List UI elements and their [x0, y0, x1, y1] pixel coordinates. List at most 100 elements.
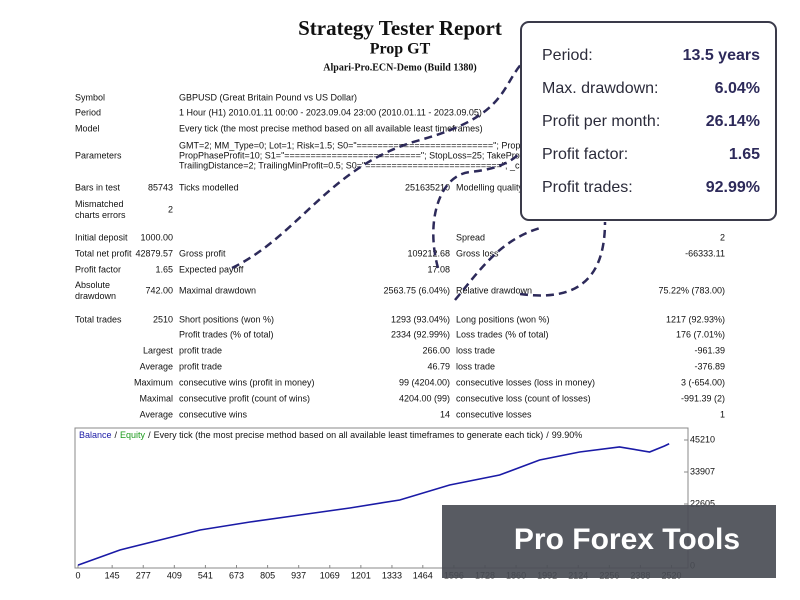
y-tick-label: 33907: [690, 466, 715, 476]
cell-text: Every tick (the most precise method base…: [179, 123, 483, 133]
cell-text: Expected payoff: [179, 264, 244, 274]
x-tick-label: 0: [75, 570, 80, 580]
cell-text: Total net profit: [75, 248, 132, 258]
cell-text: -961.39: [694, 345, 725, 355]
cell-text: Bars in test: [75, 182, 121, 192]
summary-value: 26.14%: [706, 113, 760, 130]
cell-text: loss trade: [456, 345, 495, 355]
summary-label: Period:: [542, 47, 593, 64]
cell-text: 1 Hour (H1) 2010.01.11 00:00 - 2023.09.0…: [179, 107, 482, 117]
y-tick-label: 45210: [690, 434, 715, 444]
cell-text: loss trade: [456, 361, 495, 371]
cell-text: Period: [75, 107, 101, 117]
cell-text: 742.00: [145, 285, 173, 295]
cell-text: Total trades: [75, 314, 122, 324]
summary-label: Profit trades:: [542, 179, 633, 196]
brand-text: Pro Forex Tools: [514, 523, 740, 556]
cell-text: charts errors: [75, 210, 126, 220]
cell-text: 99 (4204.00): [399, 377, 450, 387]
cell-text: 17.08: [427, 264, 450, 274]
cell-text: 3 (-654.00): [681, 377, 725, 387]
cell-text: consecutive losses (loss in money): [456, 377, 595, 387]
brand-banner-box: [442, 505, 776, 578]
cell-text: Average: [140, 361, 173, 371]
cell-text: 1217 (92.93%): [666, 314, 725, 324]
cell-text: Mismatched: [75, 199, 124, 209]
cell-text: Largest: [143, 345, 174, 355]
cell-text: TrailingDistance=2; TrailingMinProfit=0.…: [179, 160, 580, 170]
callout-line: [231, 59, 526, 270]
x-tick-label: 409: [167, 570, 182, 580]
cell-text: Spread: [456, 232, 485, 242]
cell-text: consecutive wins (profit in money): [179, 377, 315, 387]
cell-text: 2334 (92.99%): [391, 329, 450, 339]
legend-item: Every tick (the most precise method base…: [154, 430, 544, 440]
cell-text: 109212.68: [407, 248, 450, 258]
cell-text: 85743: [148, 182, 173, 192]
server-info: Alpari-Pro.ECN-Demo (Build 1380): [323, 62, 476, 73]
cell-text: profit trade: [179, 361, 222, 371]
x-tick-label: 145: [105, 570, 120, 580]
cell-text: 1.65: [155, 264, 173, 274]
summary-value: 13.5 years: [683, 47, 761, 64]
cell-text: 2: [720, 232, 725, 242]
summary-card-box: [520, 21, 777, 221]
balance-line: [77, 443, 670, 566]
chart-legend: Balance / Equity / Every tick (the most prec…: [79, 430, 582, 440]
cell-text: -66333.11: [685, 248, 725, 258]
x-tick-label: 277: [136, 570, 151, 580]
cell-text: Short positions (won %): [179, 314, 274, 324]
cell-text: 251635210: [405, 182, 450, 192]
cell-text: 2510: [153, 314, 173, 324]
cell-text: Model: [75, 123, 100, 133]
cell-text: 75.22% (783.00): [658, 285, 725, 295]
cell-text: Gross loss: [456, 248, 499, 258]
cell-text: GBPUSD (Great Britain Pound vs US Dollar…: [179, 92, 357, 102]
callout-line: [454, 226, 541, 301]
summary-value: 1.65: [729, 146, 760, 163]
cell-text: 1000.00: [140, 232, 173, 242]
cell-text: consecutive profit (count of wins): [179, 393, 310, 403]
legend-separator: /: [115, 430, 118, 440]
cell-text: drawdown: [75, 291, 116, 301]
summary-card: Period: 13.5 years Max. drawdown: 6.04% Prof…: [520, 21, 777, 221]
summary-value: 6.04%: [715, 80, 760, 97]
x-tick-label: 541: [198, 570, 213, 580]
summary-value: 92.99%: [706, 179, 760, 196]
legend-separator: /: [148, 430, 151, 440]
cell-text: -991.39 (2): [681, 393, 725, 403]
cell-text: 176 (7.01%): [676, 329, 725, 339]
callout-line: [432, 149, 524, 269]
cell-text: Profit trades (% of total): [179, 329, 274, 339]
cell-text: 46.79: [427, 361, 450, 371]
report-subtitle: Prop GT: [370, 41, 431, 58]
x-tick-label: 805: [260, 570, 275, 580]
cell-text: Initial deposit: [75, 232, 128, 242]
cell-text: 4204.00 (99): [399, 393, 450, 403]
cell-text: 1293 (93.04%): [391, 314, 450, 324]
cell-text: Gross profit: [179, 248, 226, 258]
legend-item: Equity: [120, 430, 146, 440]
legend-separator: /: [546, 430, 549, 440]
cell-text: 266.00: [422, 345, 450, 355]
cell-text: consecutive loss (count of losses): [456, 393, 591, 403]
cell-text: Maximal drawdown: [179, 285, 256, 295]
brand-banner: Pro Forex Tools: [442, 505, 776, 578]
cell-text: Long positions (won %): [456, 314, 550, 324]
legend-item: Balance: [79, 430, 112, 440]
cell-text: profit trade: [179, 345, 222, 355]
callout-lines: [231, 59, 607, 301]
cell-text: Symbol: [75, 92, 105, 102]
cell-text: Modelling quality: [456, 182, 524, 192]
summary-label: Profit factor:: [542, 146, 628, 163]
cell-text: 42879.57: [135, 248, 173, 258]
cell-text: Ticks modelled: [179, 182, 239, 192]
cell-text: Profit factor: [75, 264, 121, 274]
x-tick-label: 1069: [320, 570, 340, 580]
x-tick-label: 1333: [382, 570, 402, 580]
x-tick-label: 1201: [351, 570, 371, 580]
cell-text: consecutive wins: [179, 409, 248, 419]
y-tick-label: 22605: [690, 498, 715, 508]
cell-text: -376.89: [694, 361, 725, 371]
cell-text: 1: [720, 409, 725, 419]
